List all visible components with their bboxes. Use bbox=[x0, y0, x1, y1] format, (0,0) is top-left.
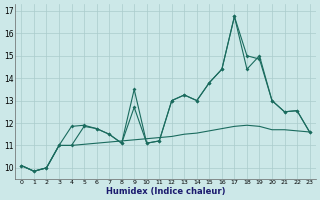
X-axis label: Humidex (Indice chaleur): Humidex (Indice chaleur) bbox=[106, 187, 225, 196]
